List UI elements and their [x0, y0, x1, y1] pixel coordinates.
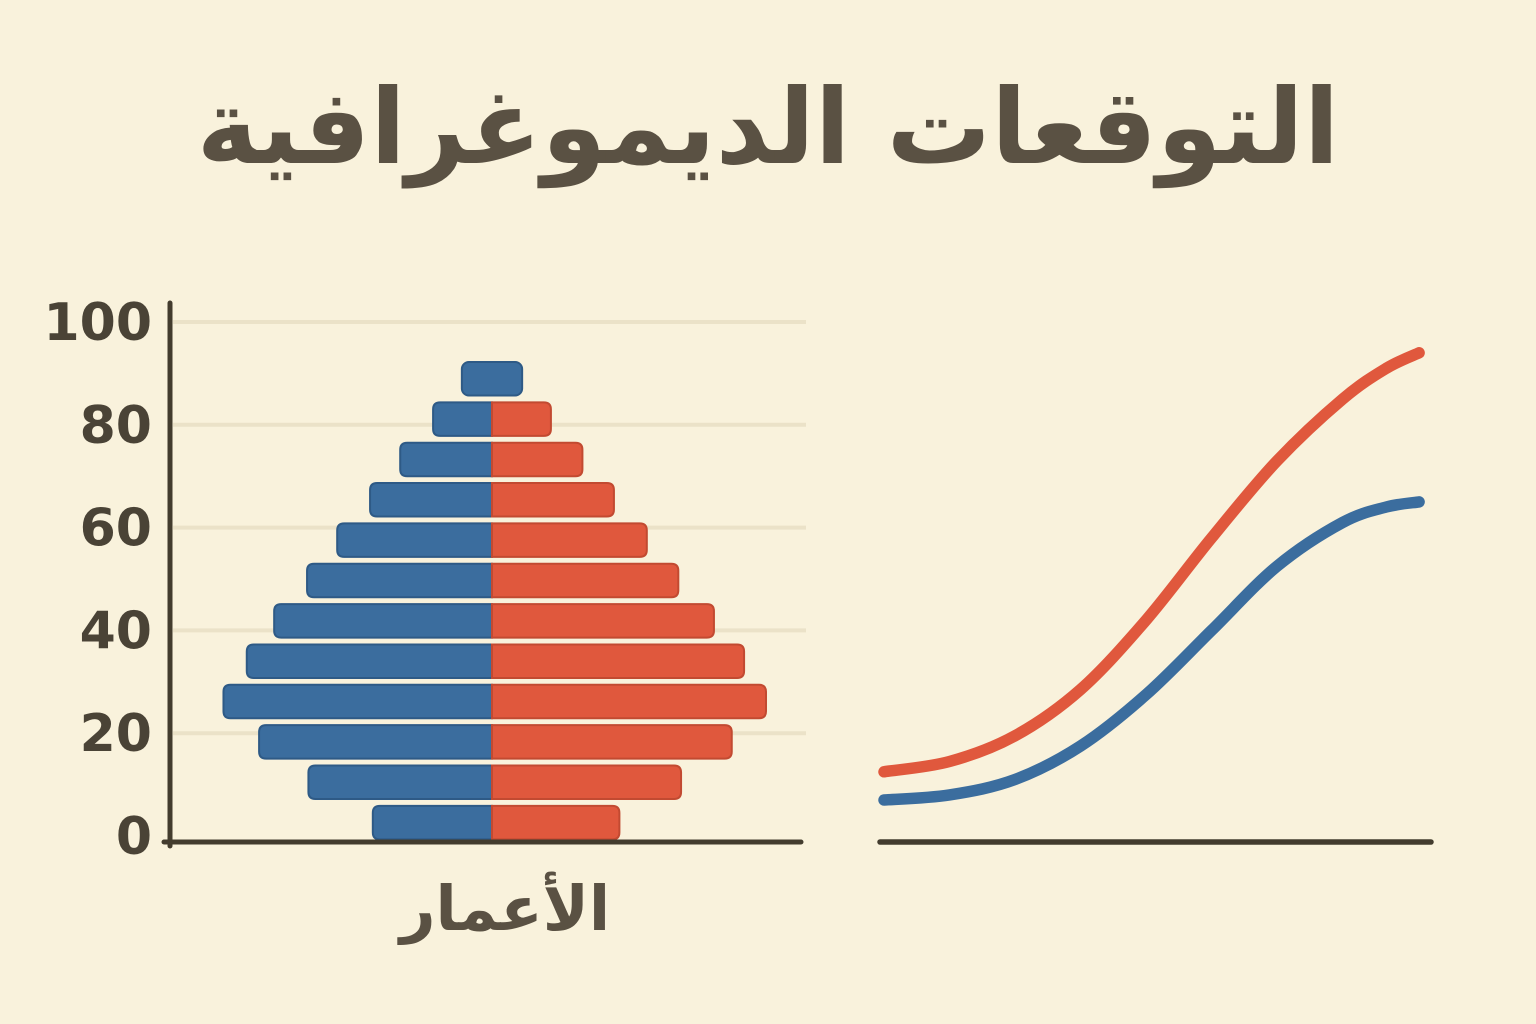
- pyramid-bar-left: [273, 603, 493, 639]
- y-tick-label: 80: [80, 396, 152, 456]
- pyramid-bar-right: [491, 643, 746, 679]
- pyramid-bar-left: [369, 482, 493, 518]
- curve-upper-red: [878, 347, 1425, 778]
- pyramid-bar-left: [336, 522, 493, 558]
- page-title: التوقعات الديموغرافية: [196, 66, 1340, 188]
- pyramid-x-axis-label: الأعمار: [399, 872, 611, 945]
- pyramid-bar-left: [306, 562, 493, 599]
- y-tick-label: 0: [116, 807, 152, 867]
- pyramid-bar-right: [491, 441, 584, 478]
- pyramid-bar-right: [491, 764, 683, 800]
- pyramid-bar-left: [432, 401, 493, 437]
- population-pyramid-chart: 0 20 40 60 80 100: [43, 293, 806, 867]
- y-tick-label: 60: [80, 499, 152, 559]
- pyramid-bar-left: [222, 683, 493, 720]
- pyramid-bar-right: [491, 562, 680, 599]
- pyramid-bar-left: [307, 764, 493, 800]
- pyramid-bar-left: [258, 724, 493, 760]
- pyramid-bar-left: [371, 804, 493, 841]
- pyramid-bar-right: [491, 482, 615, 518]
- pyramid-bar-right: [491, 683, 767, 720]
- pyramid-bar-right: [491, 724, 733, 760]
- y-tick-label: 100: [43, 293, 152, 353]
- pyramid-bar-left: [399, 441, 493, 478]
- pyramid-cap-bar: [460, 361, 524, 397]
- pyramid-bar-left: [245, 643, 493, 679]
- pyramid-bar-right: [491, 401, 552, 437]
- y-tick-label: 40: [80, 601, 152, 661]
- projection-line-chart: [877, 347, 1434, 845]
- pyramid-bar-right: [491, 522, 648, 558]
- y-tick-label: 20: [80, 704, 152, 764]
- pyramid-bar-right: [491, 804, 621, 841]
- pyramid-bar-right: [491, 603, 715, 639]
- curve-lower-blue: [878, 496, 1425, 806]
